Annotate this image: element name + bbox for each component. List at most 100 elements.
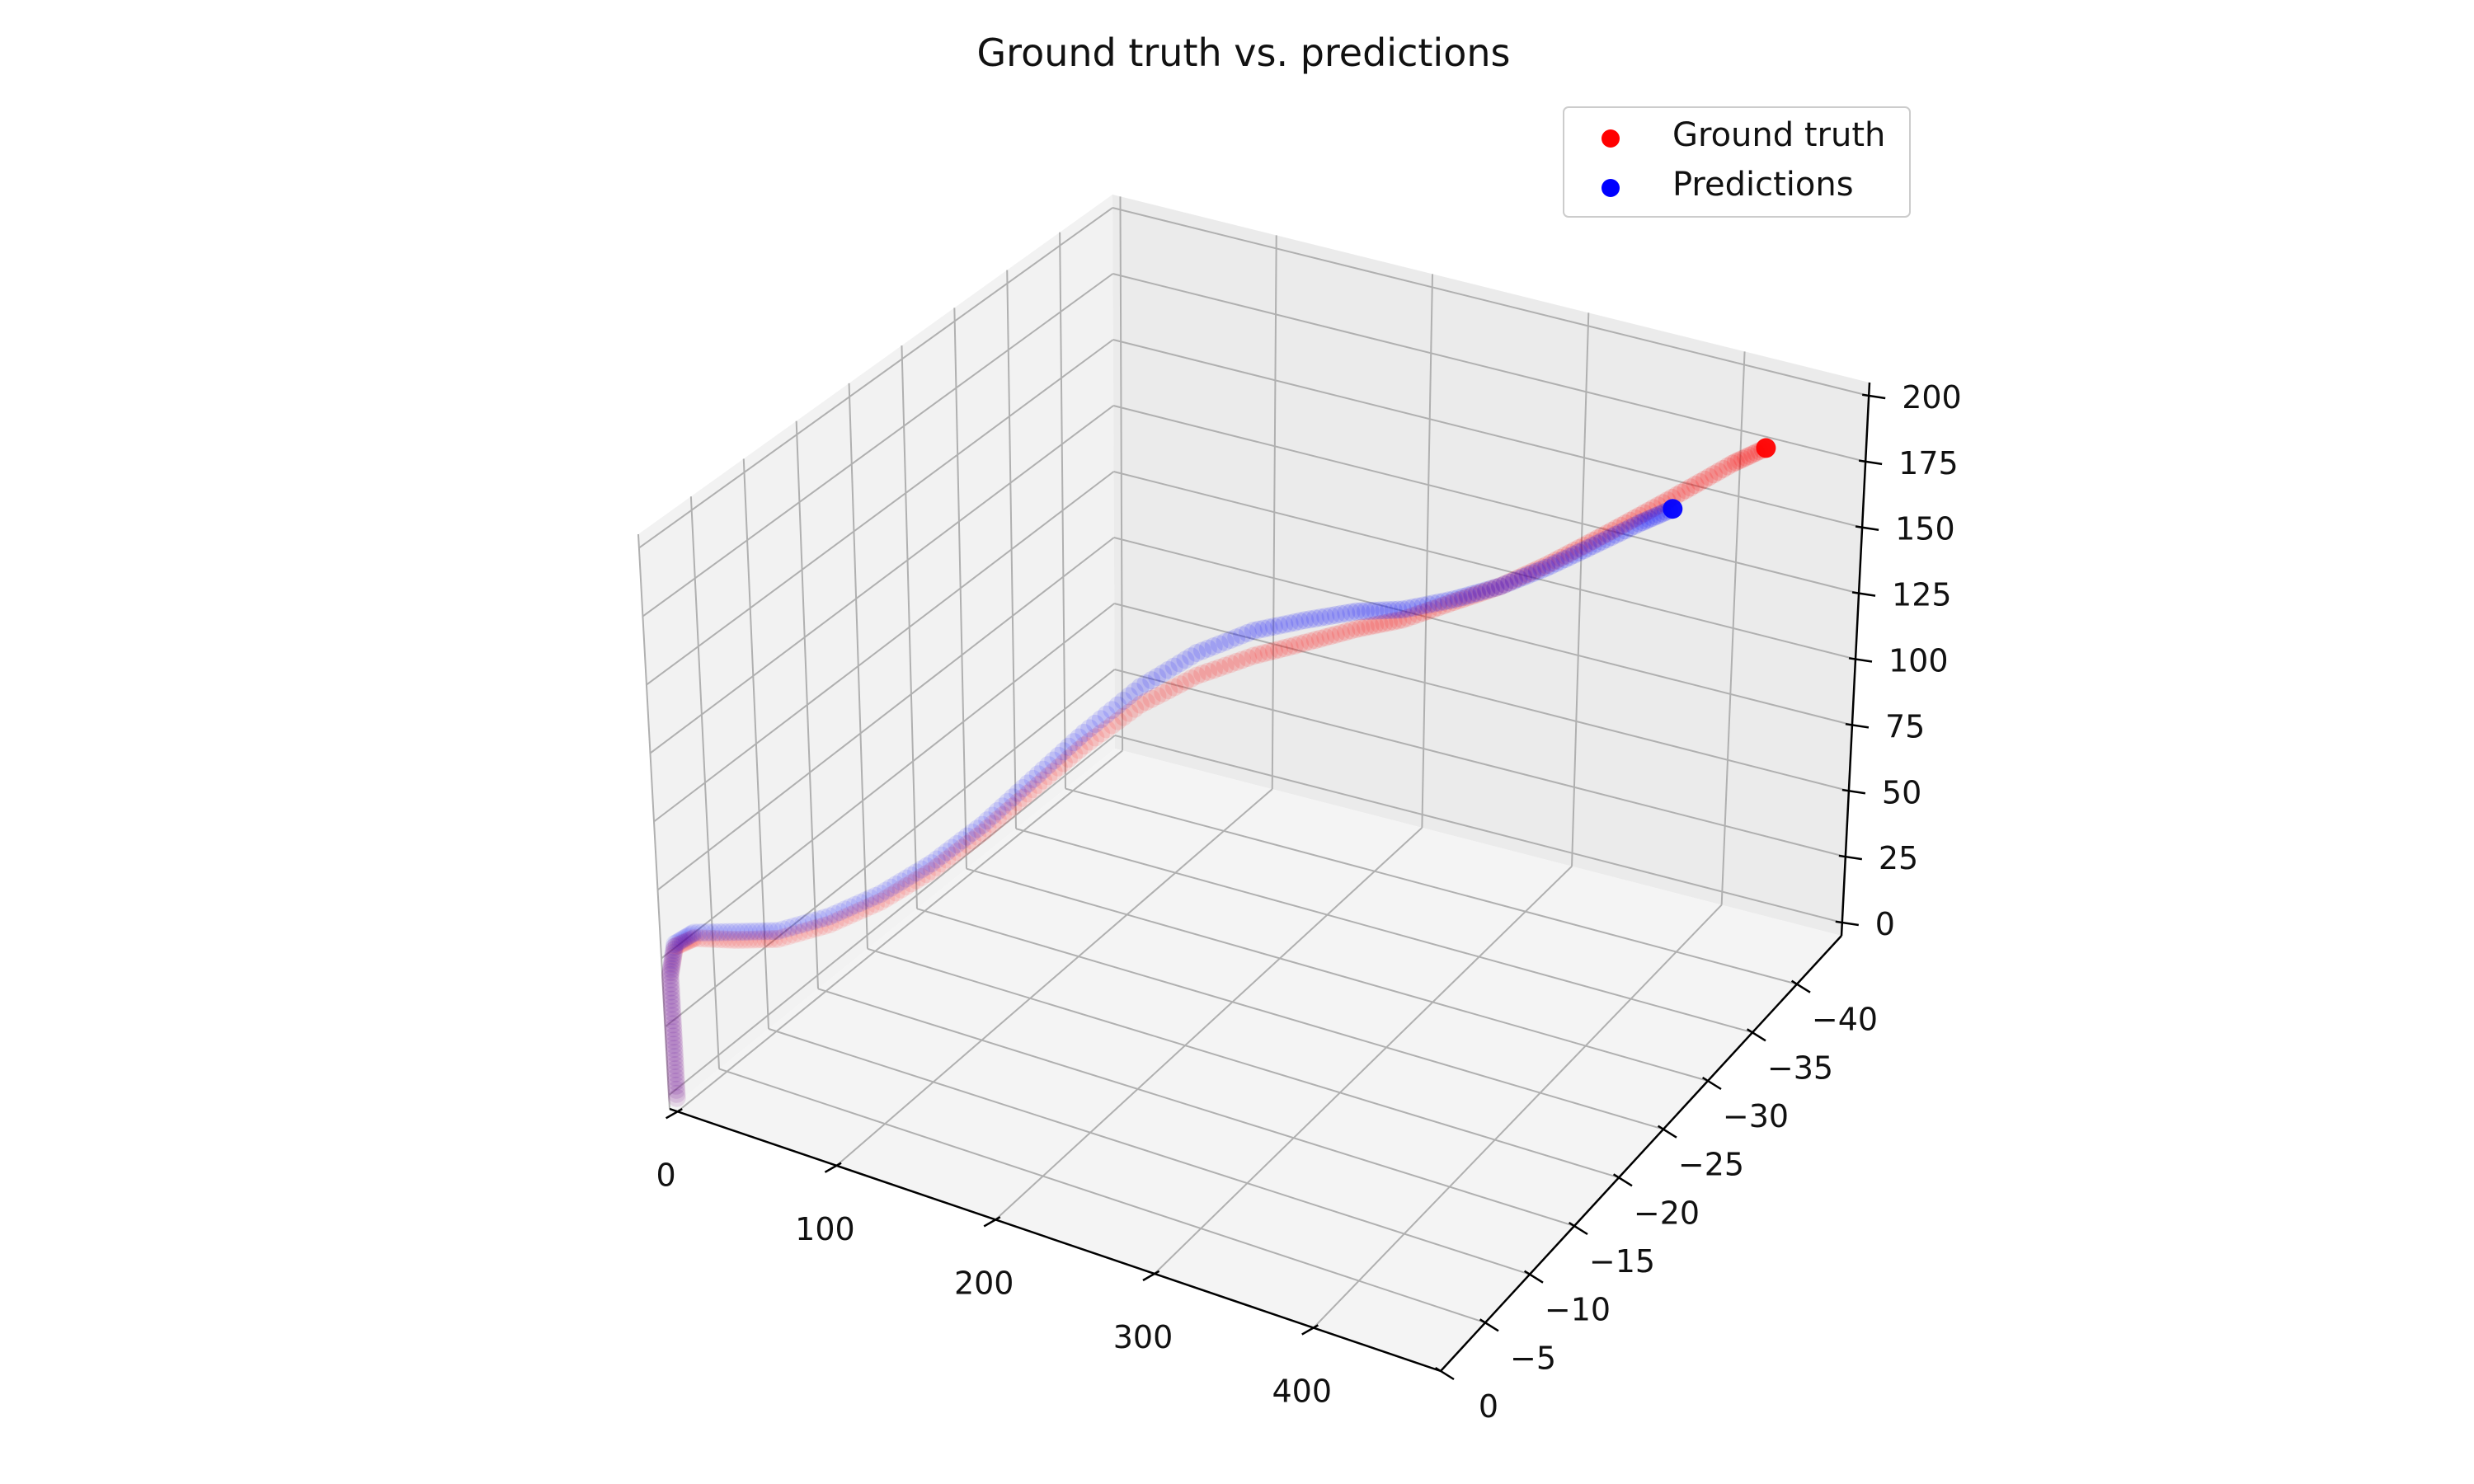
- data-point: [902, 874, 921, 893]
- data-point: [663, 1015, 682, 1034]
- data-point: [673, 930, 692, 949]
- data-point: [665, 1036, 684, 1054]
- data-point: [1210, 659, 1229, 677]
- data-point: [1375, 614, 1394, 633]
- data-point: [1049, 746, 1068, 765]
- data-point: [1316, 628, 1335, 646]
- grid-line-z-left: [668, 735, 1116, 1097]
- data-point: [1700, 467, 1719, 486]
- data-point: [1491, 577, 1509, 596]
- data-point: [1695, 470, 1714, 489]
- data-point: [1259, 642, 1278, 661]
- data-point: [661, 982, 680, 1001]
- grid-line-z-left: [642, 273, 1114, 618]
- data-point: [1399, 599, 1418, 618]
- data-point: [1098, 720, 1116, 739]
- data-point: [1039, 767, 1058, 786]
- data-point: [1108, 696, 1127, 715]
- data-point: [856, 899, 875, 918]
- data-point: [1148, 687, 1167, 706]
- data-point: [1434, 596, 1453, 615]
- data-point: [684, 923, 703, 942]
- data-point: [1352, 618, 1371, 637]
- data-point: [665, 1040, 684, 1059]
- data-point: [825, 913, 844, 932]
- data-point: [882, 886, 901, 905]
- data-point: [760, 930, 779, 949]
- data-point: [891, 880, 910, 899]
- data-point: [744, 930, 763, 949]
- data-point: [710, 923, 729, 942]
- x-tick-mark: [1301, 1324, 1319, 1336]
- data-point: [769, 929, 788, 948]
- y-tick-label: −15: [1589, 1243, 1655, 1280]
- data-point: [671, 935, 690, 954]
- data-point: [1737, 448, 1755, 467]
- data-point: [722, 923, 741, 942]
- data-point: [681, 930, 700, 949]
- data-point: [673, 934, 692, 953]
- legend-marker-ground-truth: [1602, 129, 1620, 148]
- data-point: [1131, 695, 1150, 714]
- data-point: [1280, 614, 1299, 633]
- x-axis-line: [669, 1107, 1442, 1373]
- legend: Ground truth Predictions: [1563, 106, 1911, 218]
- data-point: [1625, 516, 1644, 535]
- data-point: [1361, 601, 1380, 620]
- grid-line-z-back: [1112, 273, 1866, 463]
- data-point: [784, 925, 803, 944]
- data-point: [1170, 675, 1189, 694]
- data-point: [1065, 744, 1084, 763]
- data-point: [1029, 775, 1048, 794]
- data-point: [1296, 611, 1315, 630]
- data-point: [1686, 476, 1705, 495]
- data-point: [1044, 763, 1063, 782]
- data-point: [1514, 568, 1533, 586]
- data-point: [666, 1068, 685, 1087]
- data-point: [1424, 594, 1443, 613]
- grid-line-y-floor: [1015, 828, 1753, 1034]
- data-point: [1375, 601, 1394, 620]
- data-point: [841, 906, 859, 925]
- data-point: [1413, 603, 1432, 622]
- y-tick-mark: [1657, 1125, 1677, 1139]
- data-point: [938, 843, 956, 862]
- data-point: [1148, 668, 1167, 686]
- data-point: [1714, 459, 1733, 478]
- data-point: [1504, 571, 1523, 590]
- data-point: [1389, 600, 1408, 619]
- data-point: [1205, 660, 1223, 679]
- data-series: [661, 438, 1776, 1107]
- series-1: [661, 499, 1683, 1107]
- legend-marker-predictions: [1602, 179, 1620, 197]
- data-point: [1249, 646, 1268, 664]
- data-point: [1270, 640, 1289, 659]
- data-point: [1342, 603, 1361, 622]
- grid-line-z-back: [1114, 735, 1843, 923]
- data-point: [932, 846, 951, 865]
- legend-label-predictions: Predictions: [1672, 166, 1854, 204]
- data-point: [752, 922, 770, 941]
- data-point: [661, 965, 680, 984]
- data-point: [799, 913, 818, 932]
- data-point: [667, 933, 686, 952]
- data-point: [1413, 596, 1432, 615]
- data-point: [993, 797, 1012, 816]
- data-point: [1705, 465, 1724, 484]
- data-point: [1458, 588, 1477, 607]
- data-point: [1259, 618, 1278, 637]
- data-point: [1028, 765, 1047, 784]
- data-point: [670, 932, 688, 951]
- data-point: [662, 990, 681, 1009]
- data-point: [1170, 654, 1189, 673]
- data-point: [1677, 481, 1696, 500]
- data-point: [1723, 454, 1742, 473]
- data-point: [662, 986, 680, 1005]
- data-point: [1238, 623, 1257, 642]
- data-point: [1644, 499, 1663, 518]
- data-point: [1136, 674, 1155, 693]
- data-point: [851, 901, 870, 920]
- data-point: [1500, 573, 1519, 592]
- data-point: [664, 1027, 683, 1046]
- data-point: [1092, 724, 1111, 743]
